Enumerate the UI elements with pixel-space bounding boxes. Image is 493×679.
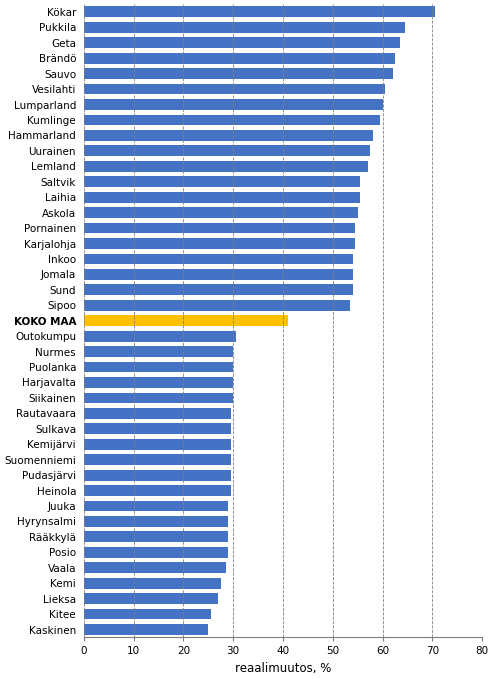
Bar (84, 300, 350, 311)
Bar (84, 84, 385, 94)
Bar (84, 408, 231, 419)
Bar (84, 424, 231, 434)
Bar (84, 500, 228, 511)
Bar (84, 191, 360, 202)
X-axis label: reaalimuutos, %: reaalimuutos, % (235, 662, 331, 675)
Bar (84, 269, 352, 280)
Bar (84, 7, 435, 17)
Bar (84, 331, 236, 342)
Bar (84, 207, 358, 218)
Bar (84, 285, 352, 295)
Bar (84, 485, 231, 496)
Bar (84, 223, 355, 234)
Bar (84, 362, 233, 373)
Bar (84, 22, 405, 33)
Bar (84, 593, 218, 604)
Bar (84, 177, 360, 187)
Bar (84, 608, 211, 619)
Bar (84, 69, 392, 79)
Bar (84, 115, 380, 126)
Bar (84, 346, 233, 357)
Bar (84, 53, 395, 64)
Bar (84, 253, 352, 264)
Bar (84, 392, 233, 403)
Bar (84, 454, 231, 465)
Bar (84, 470, 231, 481)
Bar (84, 439, 231, 449)
Bar (84, 377, 233, 388)
Bar (84, 238, 355, 249)
Bar (84, 99, 383, 110)
Bar (84, 532, 228, 543)
Bar (84, 516, 228, 527)
Bar (84, 37, 400, 48)
Bar (84, 624, 208, 635)
Bar (84, 547, 228, 557)
Bar (84, 130, 373, 141)
Bar (84, 161, 368, 172)
Bar (84, 562, 226, 573)
Bar (84, 145, 370, 156)
Bar (84, 578, 221, 589)
Bar (84, 315, 288, 326)
